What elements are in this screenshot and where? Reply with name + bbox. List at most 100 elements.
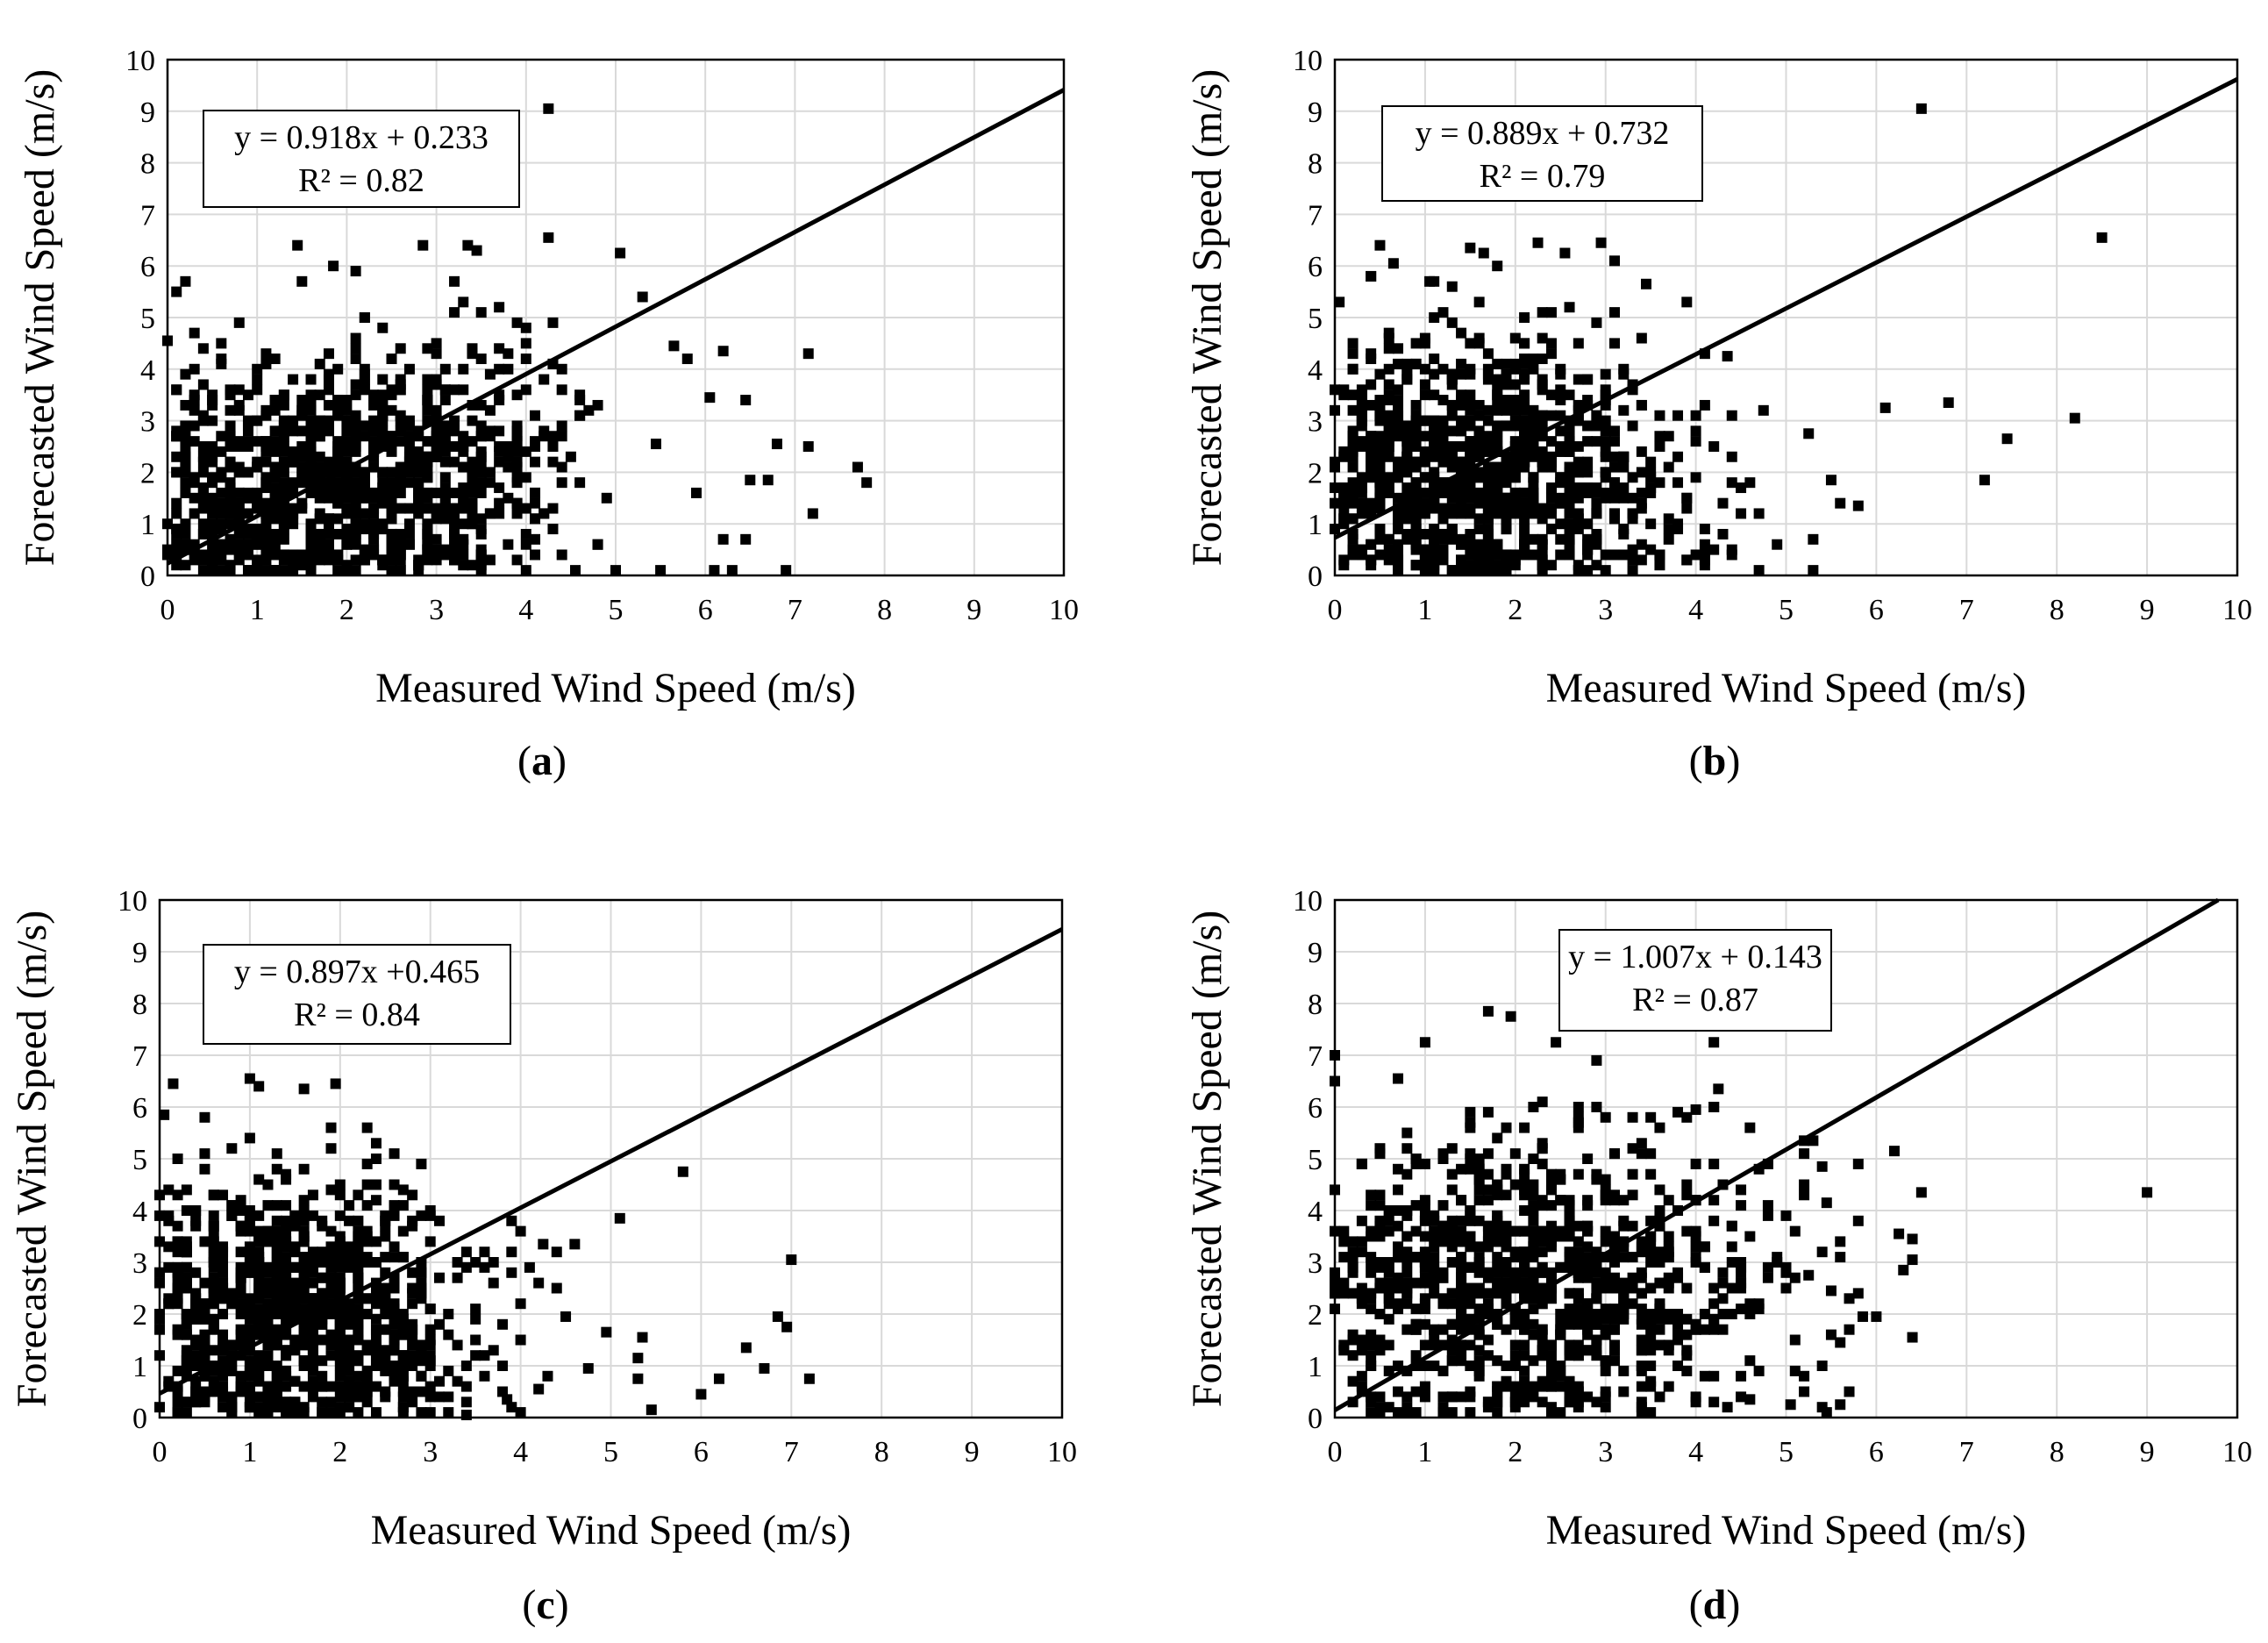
- scatter-point: [1347, 363, 1359, 375]
- scatter-point: [1446, 533, 1458, 545]
- scatter-point: [530, 436, 541, 447]
- scatter-point: [1582, 467, 1594, 478]
- scatter-point: [533, 1277, 545, 1289]
- scatter-point: [503, 492, 514, 504]
- y-tick-label: 1: [140, 509, 155, 541]
- scatter-point: [181, 1407, 192, 1418]
- scatter-point: [314, 389, 325, 401]
- scatter-point: [610, 565, 621, 576]
- scatter-point: [1383, 332, 1394, 344]
- y-tick-label: 4: [1308, 1196, 1323, 1228]
- scatter-point: [1537, 1381, 1548, 1392]
- scatter-point: [1456, 539, 1467, 550]
- scatter-point: [1555, 472, 1566, 483]
- scatter-point: [172, 1386, 183, 1397]
- scatter-point: [1654, 1257, 1665, 1268]
- scatter-point: [334, 1189, 346, 1201]
- scatter-point: [1465, 1298, 1476, 1310]
- scatter-point: [334, 1318, 346, 1330]
- scatter-point: [1591, 1318, 1602, 1330]
- scatter-point: [317, 1334, 328, 1346]
- scatter-point: [650, 439, 661, 450]
- scatter-point: [1645, 1318, 1657, 1330]
- scatter-point: [341, 528, 353, 539]
- scatter-point: [1699, 524, 1710, 535]
- scatter-point: [216, 497, 227, 509]
- scatter-point: [172, 1247, 183, 1258]
- scatter-point: [431, 436, 442, 447]
- scatter-point: [298, 1261, 310, 1273]
- scatter-point: [226, 1339, 238, 1351]
- scatter-point: [1410, 1386, 1422, 1397]
- scatter-point: [1663, 513, 1674, 525]
- scatter-point: [1672, 1329, 1684, 1340]
- scatter-point: [615, 247, 626, 259]
- scatter-point: [413, 503, 424, 514]
- scatter-point: [511, 389, 523, 401]
- scatter-point: [1446, 1391, 1458, 1403]
- scatter-point: [1690, 1397, 1701, 1408]
- scatter-point: [1519, 497, 1530, 509]
- scatter-point: [471, 245, 482, 256]
- scatter-point: [1419, 1200, 1430, 1211]
- scatter-point: [1681, 1189, 1693, 1201]
- scatter-point: [252, 524, 263, 535]
- scatter-point: [386, 492, 397, 504]
- scatter-point: [288, 518, 299, 530]
- scatter-point: [1894, 1228, 1905, 1239]
- scatter-point: [422, 384, 433, 396]
- scatter-point: [216, 431, 227, 442]
- scatter-point: [1473, 1355, 1485, 1367]
- scatter-point: [1509, 363, 1521, 375]
- scatter-point: [1808, 533, 1819, 545]
- scatter-point: [1736, 1200, 1747, 1211]
- y-axis-label: Forecasted Wind Speed (m/s): [17, 69, 63, 566]
- scatter-point: [361, 1158, 373, 1169]
- scatter-point: [344, 1381, 355, 1392]
- scatter-point: [344, 1298, 355, 1310]
- scatter-point: [520, 354, 531, 365]
- scatter-point: [1573, 456, 1584, 468]
- scatter-point: [377, 467, 389, 478]
- scatter-point: [452, 1375, 463, 1387]
- scatter-point: [1545, 1179, 1557, 1190]
- scatter-point: [1356, 508, 1367, 519]
- scatter-point: [1429, 1288, 1440, 1299]
- scatter-point: [1446, 425, 1458, 437]
- scatter-point: [298, 1195, 310, 1206]
- scatter-point: [1636, 1402, 1647, 1413]
- scatter-point: [361, 1200, 373, 1211]
- scatter-point: [1663, 1195, 1674, 1206]
- scatter-point: [1446, 446, 1458, 457]
- regression-equation: y = 0.889x + 0.732: [1416, 115, 1670, 152]
- scatter-point: [433, 1272, 445, 1283]
- scatter-point: [1582, 456, 1594, 468]
- scatter-point: [1708, 1397, 1720, 1408]
- scatter-point: [1519, 1350, 1530, 1361]
- scatter-point: [422, 518, 433, 530]
- scatter-point: [361, 1293, 373, 1304]
- scatter-point: [1374, 239, 1386, 251]
- scatter-point: [1600, 1355, 1611, 1367]
- scatter-point: [1393, 1407, 1404, 1418]
- scatter-point: [1429, 565, 1440, 576]
- y-tick-label: 2: [1308, 1299, 1323, 1332]
- scatter-point: [278, 441, 289, 452]
- scatter-point: [181, 1277, 192, 1289]
- y-tick-label: 7: [140, 199, 155, 232]
- scatter-point: [484, 404, 496, 416]
- scatter-point: [1591, 1350, 1602, 1361]
- scatter-point: [1465, 528, 1476, 539]
- scatter-point: [225, 456, 236, 468]
- y-tick-label: 6: [140, 251, 155, 283]
- scatter-point: [163, 1210, 175, 1221]
- scatter-point: [361, 1386, 373, 1397]
- scatter-point: [1654, 410, 1665, 421]
- scatter-point: [1401, 1205, 1413, 1216]
- scatter-point: [551, 1282, 562, 1294]
- scatter-point: [1618, 451, 1630, 462]
- scatter-point: [431, 533, 442, 545]
